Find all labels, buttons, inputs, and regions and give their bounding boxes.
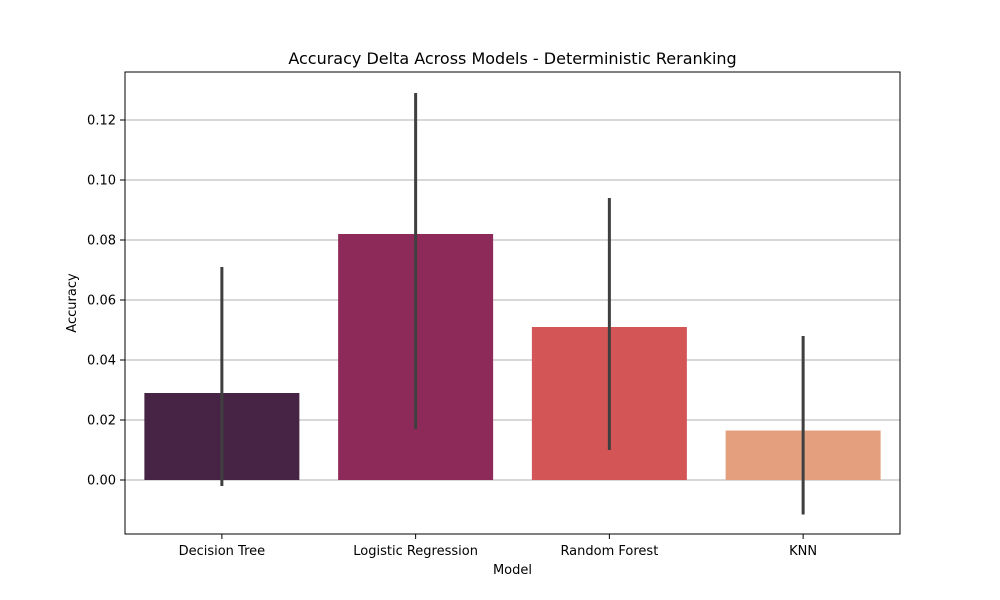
y-tick-label: 0.00 — [87, 474, 116, 489]
y-axis-ticks: 0.00 0.02 0.04 0.06 0.08 0.10 0.12 — [87, 114, 125, 489]
x-tick-label: Decision Tree — [179, 544, 266, 559]
y-tick-label: 0.04 — [87, 354, 116, 369]
plot-frame — [124, 71, 901, 535]
x-tick-label: KNN — [789, 544, 817, 559]
x-axis-ticks: Decision Tree Logistic Regression Random F… — [179, 534, 817, 559]
y-tick-label: 0.10 — [87, 174, 116, 189]
x-tick-label: Logistic Regression — [353, 544, 478, 559]
y-axis-label: Accuracy — [65, 273, 80, 333]
y-tick-label: 0.12 — [87, 114, 116, 129]
error-bars — [220, 93, 805, 515]
y-tick-label: 0.06 — [87, 294, 116, 309]
chart-title: Accuracy Delta Across Models - Determini… — [288, 49, 736, 68]
y-tick-label: 0.02 — [87, 414, 116, 429]
x-axis-label: Model — [493, 563, 532, 578]
y-tick-label: 0.08 — [87, 234, 116, 249]
x-tick-label: Random Forest — [560, 544, 658, 559]
